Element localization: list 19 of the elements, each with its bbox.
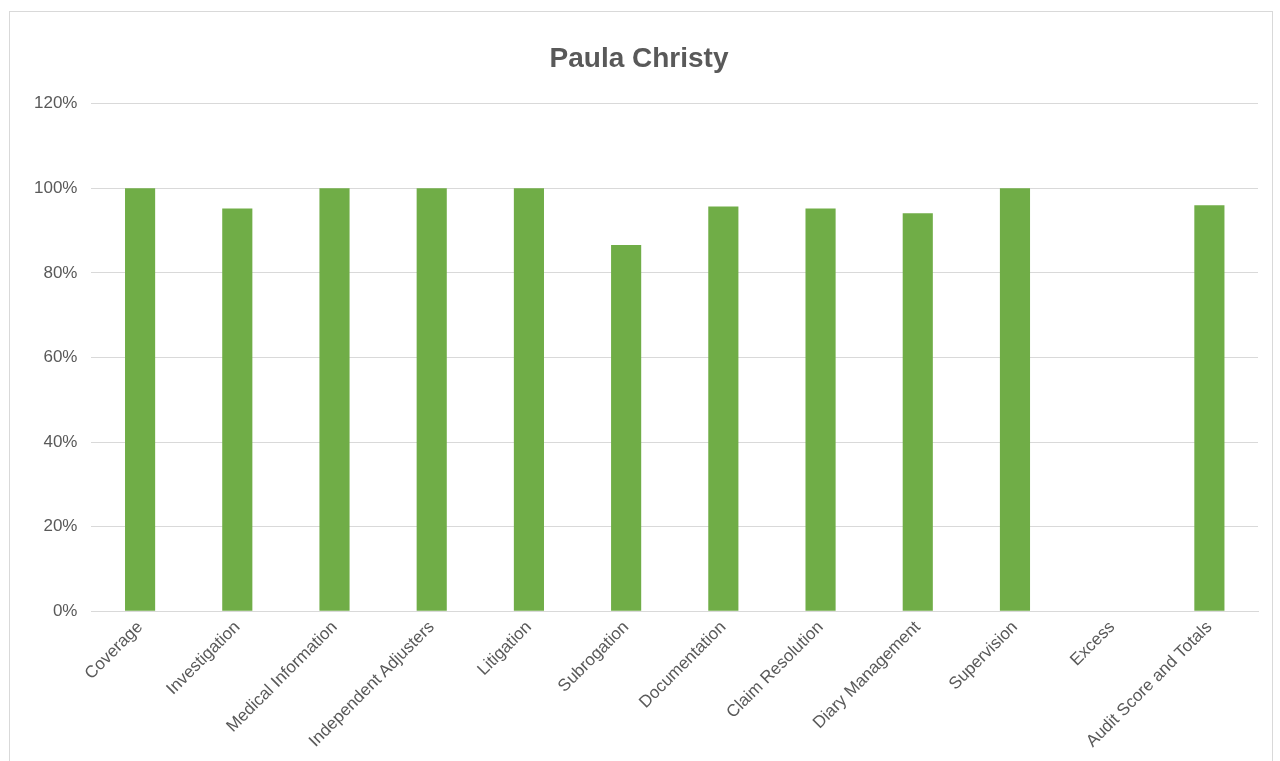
- y-tick-label: 100%: [34, 177, 78, 197]
- bar: [611, 244, 642, 611]
- bar: [708, 206, 739, 611]
- chart-title: Paula Christy: [549, 41, 729, 73]
- bar: [902, 213, 933, 611]
- y-tick-label: 40%: [43, 431, 78, 451]
- bar: [805, 208, 836, 611]
- y-tick-label: 20%: [43, 516, 78, 536]
- bar: [1194, 205, 1225, 611]
- y-tick-label: 120%: [34, 93, 78, 113]
- y-tick-label: 0%: [52, 600, 78, 620]
- bar: [319, 188, 350, 611]
- bar: [125, 188, 156, 611]
- bar: [999, 188, 1031, 611]
- y-tick-label: 80%: [43, 262, 78, 282]
- y-tick-label: 60%: [43, 347, 78, 367]
- bar: [513, 188, 544, 611]
- bar: [416, 188, 447, 611]
- bar: [222, 208, 253, 611]
